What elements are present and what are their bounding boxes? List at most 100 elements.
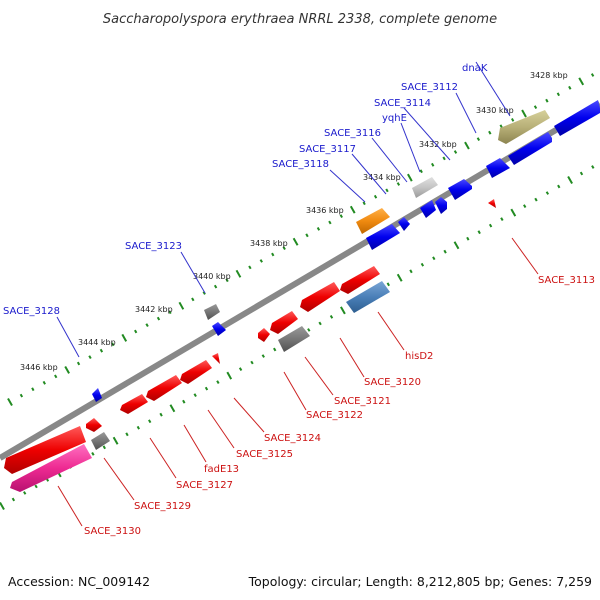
leader-SACE_3113 <box>511 237 539 275</box>
major-tick <box>0 502 5 510</box>
gene-arrow-SACE_3130[interactable] <box>4 426 86 474</box>
gene-label-SACE_3124: SACE_3124 <box>264 433 321 444</box>
gene-label-SACE_3116: SACE_3116 <box>324 128 381 139</box>
gene-label-SACE_3113: SACE_3113 <box>538 275 595 286</box>
reverse-gene-labels: SACE_3113 hisD2 SACE_3120 SACE_3121 SACE… <box>84 275 595 537</box>
coord-label: 3434 kbp <box>363 173 401 182</box>
major-tick <box>453 241 460 250</box>
gene-arrow-SACE_3117[interactable] <box>398 217 410 231</box>
major-tick <box>510 208 517 217</box>
gene-arrow-SACE_3113a[interactable] <box>486 158 510 178</box>
leader-SACE_3124 <box>233 397 265 433</box>
minor-tick <box>568 85 572 90</box>
gene-arrow-SACE_3116[interactable] <box>412 177 438 198</box>
minor-tick <box>261 354 265 358</box>
gene-arrow-dnaK[interactable] <box>498 110 550 144</box>
gene-label-SACE_3123: SACE_3123 <box>125 241 182 252</box>
gene-arrow-SACE_3119[interactable] <box>366 224 400 250</box>
minor-tick <box>125 432 129 437</box>
gene-arrow-SACE_3120[interactable] <box>340 266 380 294</box>
gene-arrow-SACE_3123[interactable] <box>204 304 220 320</box>
leader-SACE_3128 <box>56 316 80 358</box>
minor-tick <box>193 393 197 398</box>
major-tick <box>178 301 185 310</box>
coord-label: 3440 kbp <box>193 272 231 281</box>
major-tick <box>169 404 176 413</box>
gene-arrow-SACE_3122[interactable] <box>278 326 310 352</box>
leader-SACE_3114 <box>403 107 451 161</box>
minor-tick <box>488 223 493 228</box>
gene-arrow-SACE_3129a[interactable] <box>86 418 102 432</box>
genome-summary-text: Topology: circular; Length: 8,212,805 bp… <box>248 574 592 589</box>
minor-tick <box>316 227 321 231</box>
gene-label-SACE_3121: SACE_3121 <box>334 396 391 407</box>
gene-arrow-SACE_3122c[interactable] <box>258 328 270 342</box>
minor-tick <box>477 230 481 235</box>
gene-label-SACE_3120: SACE_3120 <box>364 377 421 388</box>
gene-arrow-SACE_3130b[interactable] <box>10 444 92 492</box>
coord-label: 3438 kbp <box>250 239 288 248</box>
major-tick <box>349 205 356 214</box>
major-tick <box>567 176 573 184</box>
gene-arrow-hisD2[interactable] <box>346 281 390 313</box>
minor-tick <box>42 380 46 385</box>
gene-label-hisD2: hisD2 <box>405 351 433 362</box>
minor-tick <box>590 73 595 77</box>
minor-tick <box>534 197 538 202</box>
gene-arrow-fadE13[interactable] <box>146 375 182 401</box>
minor-tick <box>273 347 277 352</box>
gene-label-fadE13: fadE13 <box>204 464 239 475</box>
gene-arrow-SACE_3128[interactable] <box>92 388 102 402</box>
minor-tick <box>443 249 447 254</box>
minor-tick <box>271 252 275 257</box>
gene-arrow-yqhE[interactable] <box>435 197 447 214</box>
minor-tick <box>159 412 163 417</box>
minor-tick <box>91 451 95 456</box>
major-tick <box>521 109 527 118</box>
minor-tick <box>511 118 515 122</box>
major-tick <box>464 141 470 150</box>
gene-arrow-SACE_3113[interactable] <box>488 199 496 208</box>
minor-tick <box>204 386 209 391</box>
leader-SACE_3129 <box>103 457 135 501</box>
gene-arrow-SACE_3127[interactable] <box>120 394 148 414</box>
map-title: Saccharopolyspora erythraea NRRL 2338, c… <box>103 12 497 27</box>
major-tick <box>292 237 299 246</box>
minor-tick <box>579 171 584 176</box>
leader-SACE_3125 <box>207 409 235 449</box>
minor-tick <box>328 220 332 225</box>
gene-arrow-SACE_3123b[interactable] <box>212 322 226 336</box>
minor-tick <box>148 419 152 424</box>
minor-tick <box>111 342 115 347</box>
minor-tick <box>396 182 401 186</box>
gene-label-dnaK: dnaK <box>462 63 488 74</box>
major-tick <box>407 173 413 182</box>
minor-tick <box>282 246 286 250</box>
gene-arrow-SACE_3124[interactable] <box>212 353 220 364</box>
minor-tick <box>409 269 413 274</box>
minor-tick <box>318 321 322 326</box>
minor-tick <box>373 194 378 199</box>
major-tick <box>112 436 119 445</box>
leader-fadE13 <box>183 424 207 463</box>
gene-arrow-SACE_3114[interactable] <box>448 179 472 200</box>
gene-arrow-SACE_3112[interactable] <box>508 132 552 165</box>
gene-arrow-SACE_3129[interactable] <box>91 432 110 450</box>
gene-label-SACE_3118: SACE_3118 <box>272 159 329 170</box>
minor-tick <box>11 497 16 502</box>
forward-strand-features <box>92 100 600 402</box>
gene-arrow-SACE_3125[interactable] <box>180 360 212 384</box>
leader-SACE_3116 <box>371 137 408 183</box>
minor-tick <box>250 360 254 365</box>
gene-arrow-SACE_3111[interactable] <box>554 100 600 136</box>
gene-arrow-SACE_3118[interactable] <box>356 208 390 234</box>
leader-SACE_3122 <box>283 371 307 411</box>
major-tick <box>121 333 128 342</box>
gene-arrow-SACE_3116b[interactable] <box>420 200 436 218</box>
gene-arrow-SACE_3122b[interactable] <box>270 311 298 334</box>
gene-label-SACE_3129: SACE_3129 <box>134 501 191 512</box>
label-leaders <box>56 61 539 527</box>
gene-arrow-SACE_3121[interactable] <box>300 282 340 312</box>
minor-tick <box>216 380 220 384</box>
